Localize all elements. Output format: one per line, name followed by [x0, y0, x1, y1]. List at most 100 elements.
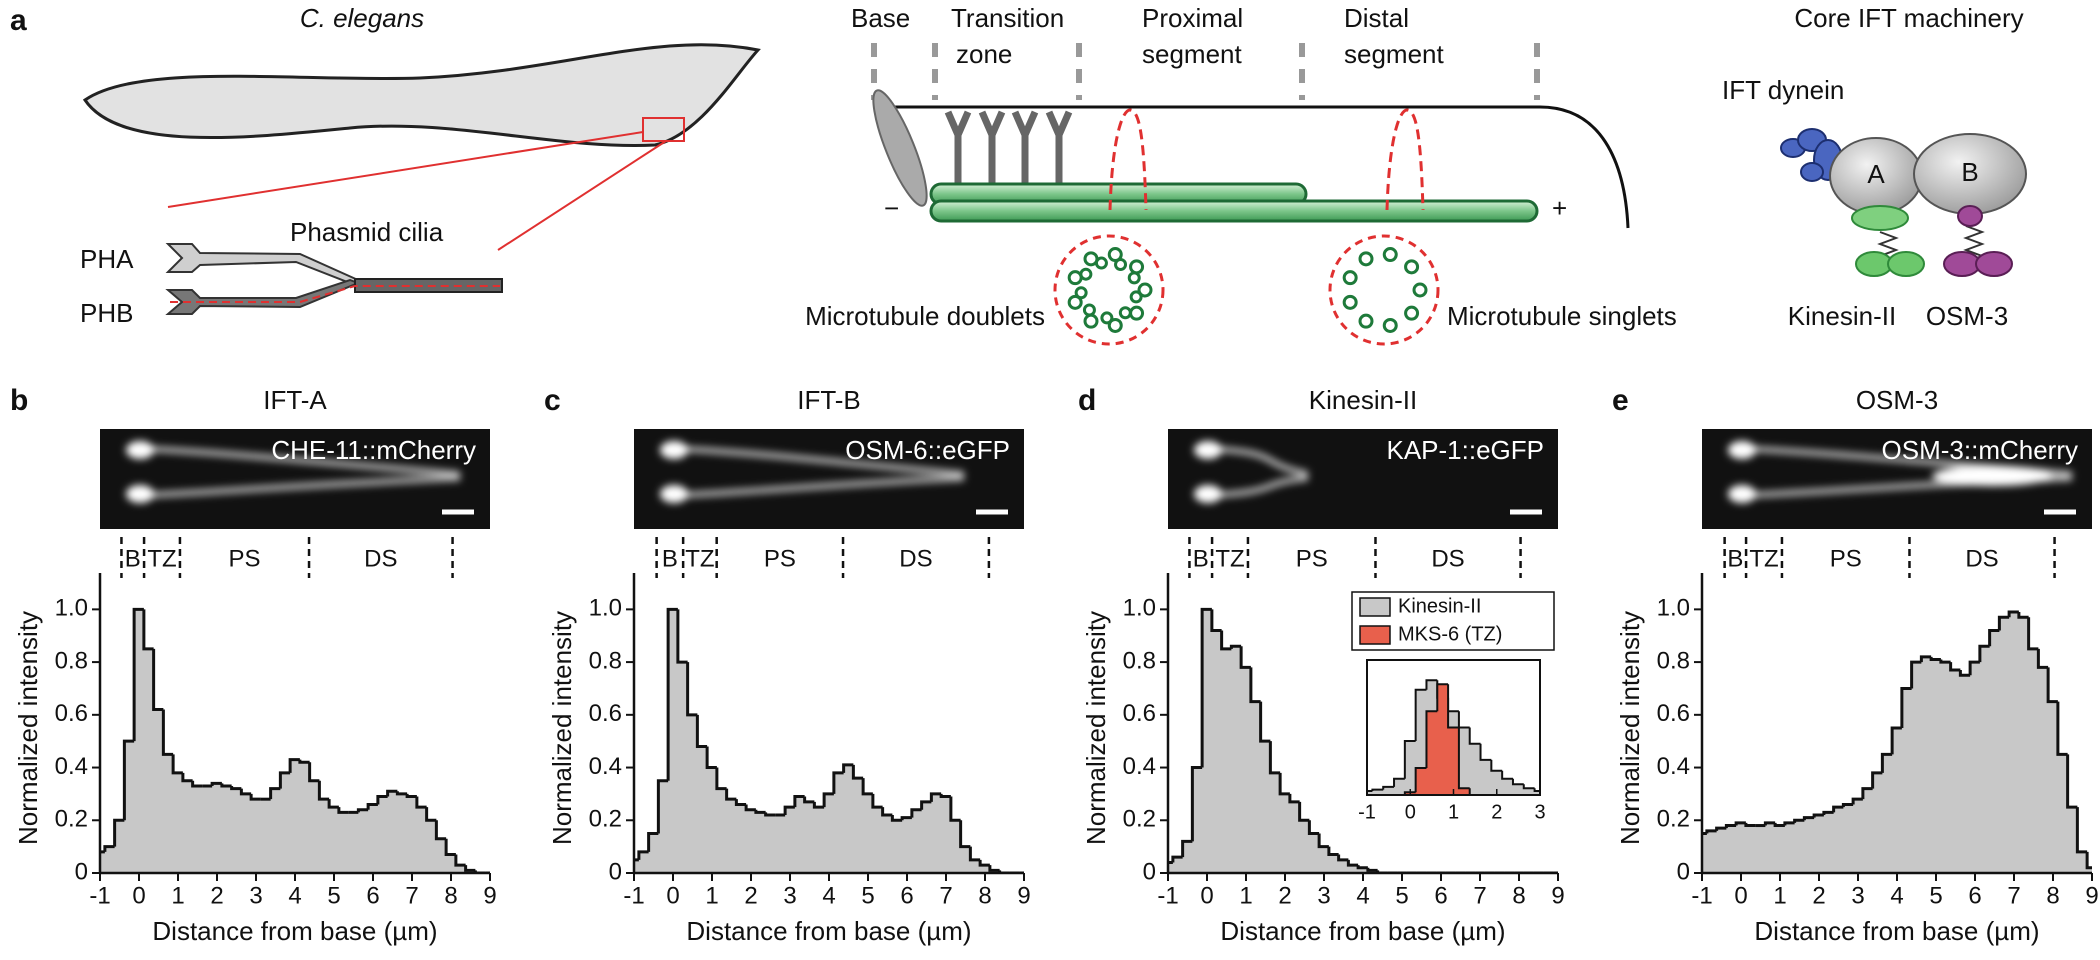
step-outline: [1812, 813, 1824, 818]
bar: [1280, 793, 1291, 873]
y-tick-label: 0.8: [1657, 647, 1690, 674]
inset-step: [1457, 711, 1470, 729]
step-outline: [832, 771, 844, 794]
inset-step: [1490, 759, 1503, 772]
inset-x-tick-label: 2: [1491, 801, 1502, 823]
cilium-signal: [1197, 475, 1309, 499]
step-outline: [1181, 839, 1193, 858]
bar: [638, 851, 650, 873]
step-outline: [920, 800, 932, 810]
bar: [921, 801, 932, 873]
bar: [634, 859, 640, 873]
bar: [1260, 741, 1271, 873]
bar: [397, 793, 408, 873]
neuron-label: PHA: [80, 244, 134, 274]
bar: [387, 791, 398, 873]
region-label: B: [125, 545, 141, 572]
cilium-base: [660, 485, 688, 503]
neuron-label: PHB: [80, 298, 133, 328]
bar: [1338, 859, 1349, 873]
y-tick-label: 0.6: [1123, 700, 1156, 727]
y-axis-label: Normalized intensity: [13, 611, 43, 845]
inset-x-tick-label: 3: [1534, 801, 1545, 823]
step-outline: [2066, 754, 2078, 809]
organism-label: C. elegans: [300, 3, 424, 33]
bar: [1250, 701, 1262, 873]
bar: [707, 767, 718, 873]
micrograph-signal: [1194, 441, 1309, 503]
inset-step: [1457, 727, 1470, 790]
step-outline: [1220, 630, 1232, 651]
x-tick-label: 6: [366, 882, 379, 909]
step-outline: [161, 709, 174, 756]
bar: [726, 799, 737, 873]
bar: [260, 799, 272, 873]
image-label: CHE-11::mCherry: [271, 435, 476, 465]
bar: [1755, 825, 1766, 873]
complex-label: B: [1961, 157, 1978, 187]
complex-label: A: [1867, 159, 1885, 189]
step-outline: [881, 807, 893, 817]
chart-title: Kinesin-II: [1309, 385, 1417, 415]
bar: [882, 815, 893, 873]
bar: [1892, 728, 1903, 873]
x-axis-label: Distance from base (µm): [152, 916, 437, 946]
microtubule: [1067, 270, 1083, 286]
x-axis-label: Distance from base (µm): [686, 916, 971, 946]
step-outline: [1773, 822, 1785, 828]
zoom-box: [642, 117, 685, 142]
kinesin-head: [1887, 251, 1925, 277]
step-outline: [386, 789, 398, 797]
x-tick-label: 9: [483, 882, 496, 909]
bar: [368, 804, 379, 873]
step-outline: [783, 805, 795, 815]
step-outline: [695, 714, 708, 748]
region-label: B: [662, 545, 678, 572]
microtubule: [1067, 294, 1083, 310]
bar: [1931, 659, 1942, 873]
plot-area: [1702, 610, 2092, 873]
zoom-line: [497, 140, 667, 251]
microtubule: [1100, 311, 1114, 325]
step-outline: [454, 854, 466, 867]
y-tick-label: 0.4: [55, 753, 88, 780]
step-outline: [395, 791, 408, 796]
step-outline: [676, 609, 688, 664]
step-outline: [637, 850, 649, 860]
x-tick-label: -1: [623, 882, 644, 909]
step-outline: [415, 796, 427, 809]
bar: [814, 807, 825, 873]
bar: [853, 778, 864, 873]
step-outline: [152, 648, 164, 712]
basal-body: [872, 89, 928, 207]
x-tick-label: -1: [1691, 882, 1712, 909]
bar: [1231, 646, 1242, 873]
step-outline: [1822, 810, 1834, 815]
inset-plot: [1367, 679, 1540, 795]
panel-letter: e: [1612, 384, 1629, 417]
step-outline: [1356, 865, 1368, 870]
inset-step: [1367, 789, 1373, 792]
bar: [104, 846, 116, 873]
step-outline: [1171, 855, 1183, 863]
region-label: PS: [228, 545, 260, 572]
inset-bar: [1437, 684, 1449, 795]
microtubule: [1129, 305, 1145, 321]
bar: [358, 809, 369, 873]
cilium-base: [126, 441, 154, 459]
bar: [1901, 688, 1913, 873]
bar: [348, 812, 359, 873]
y-tick-label: 0.4: [589, 753, 622, 780]
inset-step: [1382, 785, 1395, 790]
bar: [785, 807, 796, 873]
cilium-signal: [663, 445, 965, 477]
cilium-glow: [1932, 466, 2052, 486]
step-outline: [249, 793, 261, 801]
step-outline: [142, 609, 154, 651]
step-outline: [298, 759, 310, 764]
step-outline: [634, 858, 639, 862]
inset-step: [1468, 788, 1481, 795]
step-outline: [861, 778, 873, 796]
x-tick-label: 0: [132, 882, 145, 909]
